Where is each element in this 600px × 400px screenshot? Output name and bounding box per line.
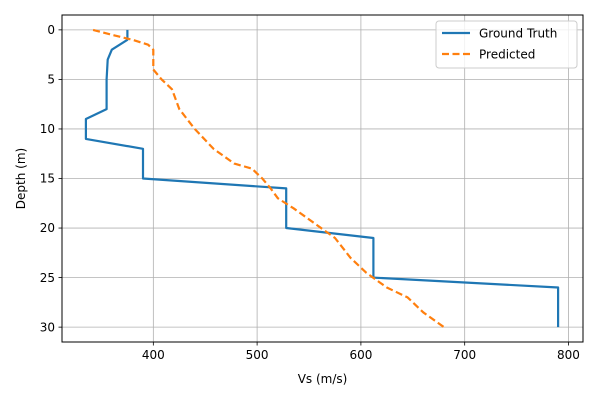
- y-ticks: 0 5 10 15 20 25 30: [40, 23, 62, 334]
- legend: Ground Truth Predicted: [435, 20, 578, 69]
- y-tick-label: 30: [40, 320, 55, 334]
- y-tick-label: 15: [40, 172, 55, 186]
- legend-ground-truth-label: Ground Truth: [479, 27, 557, 41]
- x-tick-label: 700: [453, 348, 476, 362]
- y-tick-label: 5: [47, 73, 55, 87]
- x-tick-label: 400: [142, 348, 165, 362]
- legend-predicted-label: Predicted: [479, 48, 535, 62]
- x-tick-label: 800: [557, 348, 580, 362]
- x-tick-label: 600: [349, 348, 372, 362]
- y-tick-label: 0: [47, 23, 55, 37]
- y-tick-label: 10: [40, 122, 55, 136]
- series-line-ground-truth: [84, 29, 560, 328]
- y-tick-label: 20: [40, 221, 55, 235]
- x-ticks: 400 500 600 700 800: [142, 342, 580, 362]
- y-axis-label: Depth (m): [14, 148, 28, 209]
- x-axis-label: Vs (m/s): [298, 372, 348, 386]
- series-layer: [84, 28, 560, 328]
- y-tick-label: 25: [40, 271, 55, 285]
- legend-box: [435, 20, 578, 69]
- series-line-predicted: [92, 28, 445, 328]
- x-tick-label: 500: [246, 348, 269, 362]
